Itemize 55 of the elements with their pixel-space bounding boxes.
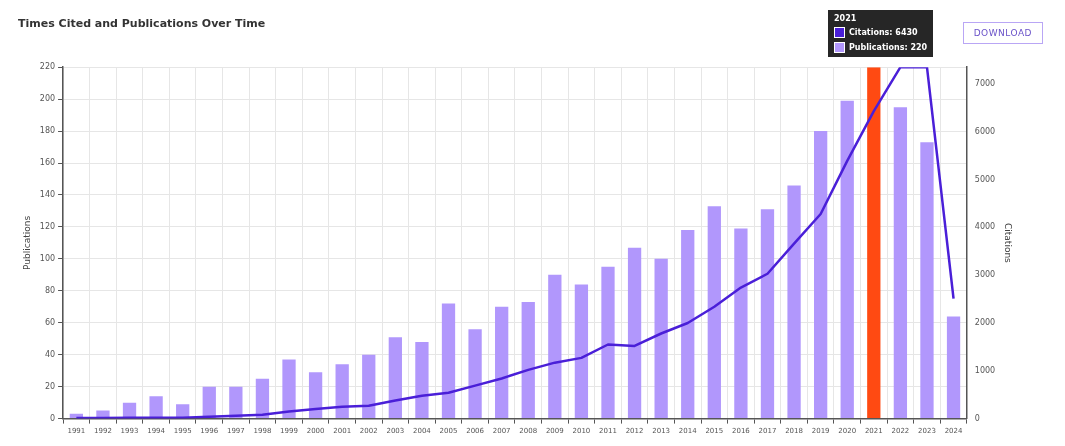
bar bbox=[255, 378, 270, 419]
bar bbox=[867, 67, 881, 419]
y2-tick-label: 4000 bbox=[974, 222, 996, 232]
y-tick-label: 100 bbox=[39, 253, 56, 263]
chart-title: Times Cited and Publications Over Time bbox=[18, 17, 266, 31]
bar bbox=[814, 131, 828, 419]
bar bbox=[893, 107, 908, 419]
bar bbox=[946, 316, 961, 419]
y-tick-label: 180 bbox=[39, 126, 56, 136]
download-button: DOWNLOAD bbox=[962, 22, 1043, 44]
text: 2021 bbox=[834, 14, 857, 23]
bar bbox=[308, 372, 323, 419]
bar bbox=[495, 306, 509, 419]
text: Publications: 220 bbox=[849, 43, 928, 52]
bar bbox=[920, 142, 934, 419]
bar bbox=[627, 247, 642, 419]
y-tick-label: 200 bbox=[39, 94, 56, 104]
bar bbox=[521, 302, 535, 419]
y-tick-label: 0 bbox=[49, 413, 56, 423]
bar bbox=[441, 303, 456, 419]
bar bbox=[362, 354, 376, 419]
bar bbox=[335, 364, 349, 419]
bar bbox=[468, 329, 482, 419]
y2-tick-label: 1000 bbox=[974, 365, 996, 375]
y-tick-label: 160 bbox=[39, 158, 56, 168]
bar bbox=[149, 396, 163, 419]
y2-tick-label: 7000 bbox=[974, 79, 996, 89]
y2-tick-label: 2000 bbox=[974, 318, 996, 328]
bar bbox=[574, 284, 589, 419]
y-tick-label: 140 bbox=[39, 190, 56, 200]
bar bbox=[388, 337, 402, 419]
y-tick-label: 220 bbox=[39, 62, 56, 72]
bar bbox=[707, 206, 721, 419]
bar bbox=[601, 266, 615, 419]
y-axis-title: Publications bbox=[21, 215, 32, 270]
y2-tick-label: 6000 bbox=[974, 126, 996, 136]
y2-tick-label: 3000 bbox=[974, 270, 996, 280]
bar bbox=[548, 274, 562, 419]
bar bbox=[654, 258, 668, 419]
bar bbox=[760, 209, 775, 419]
y2-tick-label: 0 bbox=[974, 413, 980, 423]
bar bbox=[282, 359, 296, 419]
bar bbox=[681, 230, 695, 419]
bar bbox=[787, 185, 801, 419]
y-tick-label: 120 bbox=[39, 222, 56, 232]
y-tick-label: 60 bbox=[44, 317, 56, 327]
y2-axis-title: Citations bbox=[1003, 223, 1014, 264]
bar bbox=[734, 228, 748, 419]
bar bbox=[840, 100, 854, 419]
y2-tick-label: 5000 bbox=[974, 174, 996, 184]
text: Citations: 6430 bbox=[849, 28, 918, 37]
y-tick-label: 20 bbox=[44, 381, 56, 391]
y-tick-label: 80 bbox=[44, 285, 56, 295]
bar bbox=[415, 341, 429, 419]
y-tick-label: 40 bbox=[44, 349, 56, 359]
